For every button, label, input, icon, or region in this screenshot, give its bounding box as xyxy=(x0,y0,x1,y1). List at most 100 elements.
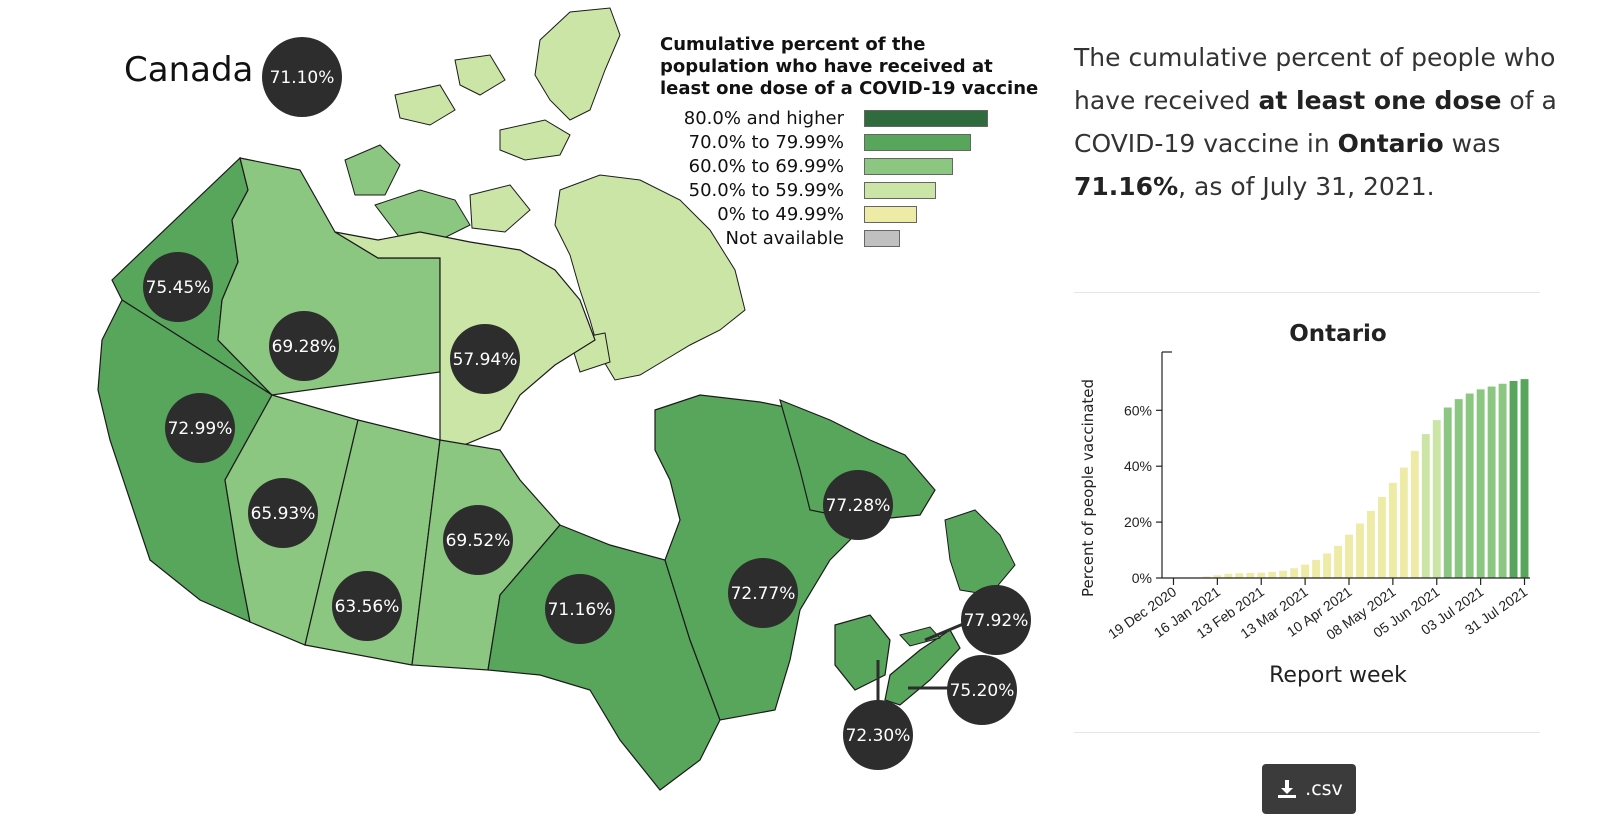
legend-item: 50.0% to 59.99% xyxy=(660,178,1040,202)
on-value-bubble[interactable]: 71.16% xyxy=(545,574,615,644)
nu-value-bubble-label: 57.94% xyxy=(453,350,518,370)
chart-bar[interactable] xyxy=(1388,482,1397,578)
chart-bar[interactable] xyxy=(1421,434,1430,578)
canada-value-bubble-circle xyxy=(262,37,342,117)
canada-value-bubble[interactable]: 71.10% xyxy=(262,37,342,117)
download-csv-label: .csv xyxy=(1305,778,1343,800)
qc-value-bubble[interactable]: 72.77% xyxy=(728,558,798,628)
chart-bar[interactable] xyxy=(1476,389,1485,578)
chart-bar[interactable] xyxy=(1410,450,1419,578)
qc-value-bubble-label: 72.77% xyxy=(731,584,796,604)
chart-y-tick-label: 40% xyxy=(1124,458,1152,474)
nl-value-bubble-label: 77.28% xyxy=(826,496,891,516)
nu-island-north[interactable] xyxy=(454,54,506,96)
legend-item: 70.0% to 79.99% xyxy=(660,130,1040,154)
legend-swatch xyxy=(864,134,971,151)
chart-bar[interactable] xyxy=(1312,559,1321,578)
nt-value-bubble-label: 69.28% xyxy=(272,337,337,357)
nl-value-bubble[interactable]: 77.28% xyxy=(823,470,893,540)
chart-bar[interactable] xyxy=(1224,573,1233,578)
nl-value-bubble-circle xyxy=(823,470,893,540)
legend-item-label: 0% to 49.99% xyxy=(717,204,844,225)
nl-newfoundland[interactable] xyxy=(944,509,1016,596)
nu-island-victoria[interactable] xyxy=(469,184,531,233)
ns-value-bubble-circle xyxy=(947,655,1017,725)
chart-bar[interactable] xyxy=(1366,510,1375,578)
chart-bar[interactable] xyxy=(1465,393,1474,578)
nl-region[interactable] xyxy=(779,398,936,521)
legend-swatch xyxy=(864,158,953,175)
legend-item-label: Not available xyxy=(725,228,844,249)
legend-item: Not available xyxy=(660,226,1040,250)
sk-value-bubble[interactable]: 63.56% xyxy=(332,571,402,641)
mb-value-bubble[interactable]: 69.52% xyxy=(443,505,513,575)
pe-leader-line xyxy=(924,620,969,642)
chart-bar[interactable] xyxy=(1454,399,1463,578)
legend-title: Cumulative percent of the population who… xyxy=(660,34,1039,99)
pe-value-bubble[interactable]: 77.92% xyxy=(961,585,1031,655)
chart-bar[interactable] xyxy=(1279,570,1288,578)
chart-x-axis-label: Report week xyxy=(1269,663,1407,688)
ontario-bar-chart: Ontario Percent of people vaccinated Rep… xyxy=(1079,321,1530,688)
legend-item: 60.0% to 69.99% xyxy=(660,154,1040,178)
download-icon xyxy=(1278,780,1297,798)
map-legend: Cumulative percent of the population who… xyxy=(660,34,1040,250)
nb-value-bubble[interactable]: 72.30% xyxy=(843,700,913,770)
chart-bar[interactable] xyxy=(1377,496,1386,578)
qc-value-bubble-circle xyxy=(728,558,798,628)
summary-part-2: of a COVID-19 vaccine in xyxy=(1074,86,1557,158)
legend-swatch xyxy=(864,182,936,199)
chart-bar[interactable] xyxy=(1520,379,1529,578)
legend-swatch xyxy=(864,110,988,127)
chart-bar[interactable] xyxy=(1509,380,1518,578)
chart-bar[interactable] xyxy=(1290,568,1299,578)
pe-region[interactable] xyxy=(899,626,941,647)
summary-bold-province: Ontario xyxy=(1337,129,1444,158)
nu-island-baffin[interactable] xyxy=(554,174,746,381)
yt-value-bubble[interactable]: 75.45% xyxy=(143,252,213,322)
chart-bar[interactable] xyxy=(1345,534,1353,578)
pe-value-bubble-circle xyxy=(961,585,1031,655)
chart-bar[interactable] xyxy=(1399,467,1408,578)
ns-value-bubble[interactable]: 75.20% xyxy=(947,655,1017,725)
pe-value-bubble-label: 77.92% xyxy=(964,611,1029,631)
chart-bar[interactable] xyxy=(1443,407,1452,578)
chart-y-tick-label: 0% xyxy=(1132,570,1152,586)
nt-island-banks[interactable] xyxy=(344,144,401,196)
chart-bar[interactable] xyxy=(1246,572,1255,578)
legend-rows: 80.0% and higher 70.0% to 79.99% 60.0% to … xyxy=(660,106,1040,250)
chart-bar[interactable] xyxy=(1432,420,1441,578)
summary-bold-dose: at least one dose xyxy=(1258,86,1502,115)
nt-value-bubble[interactable]: 69.28% xyxy=(269,311,339,381)
chart-bar[interactable] xyxy=(1235,573,1244,578)
nb-region[interactable] xyxy=(834,614,891,691)
nu-value-bubble-circle xyxy=(450,324,520,394)
legend-swatch xyxy=(864,206,917,223)
chart-bar[interactable] xyxy=(1498,383,1507,578)
legend-swatch xyxy=(864,230,900,247)
download-csv-button[interactable]: .csv xyxy=(1262,764,1356,814)
chart-bar[interactable] xyxy=(1268,571,1277,578)
chart-bar[interactable] xyxy=(1356,523,1364,579)
chart-bar[interactable] xyxy=(1334,545,1342,578)
yt-value-bubble-label: 75.45% xyxy=(146,278,211,298)
legend-item-label: 80.0% and higher xyxy=(683,108,844,129)
legend-item-label: 70.0% to 79.99% xyxy=(688,132,844,153)
nu-island-west[interactable] xyxy=(394,84,456,126)
chart-bar[interactable] xyxy=(1202,576,1211,578)
chart-bar[interactable] xyxy=(1213,575,1222,578)
chart-bar[interactable] xyxy=(1257,572,1266,578)
bc-value-bubble[interactable]: 72.99% xyxy=(165,393,235,463)
chart-bar[interactable] xyxy=(1487,386,1496,578)
chart-bar[interactable] xyxy=(1323,553,1332,578)
nu-island-devon[interactable] xyxy=(499,119,571,161)
legend-item-label: 50.0% to 59.99% xyxy=(688,180,844,201)
chart-bar[interactable] xyxy=(1301,564,1310,578)
ab-value-bubble[interactable]: 65.93% xyxy=(248,478,318,548)
ab-value-bubble-circle xyxy=(248,478,318,548)
nu-island-ellesmere[interactable] xyxy=(534,7,621,121)
summary-part-1: The cumulative percent of people who hav… xyxy=(1074,43,1556,115)
legend-item-label: 60.0% to 69.99% xyxy=(688,156,844,177)
ns-region[interactable] xyxy=(884,629,961,706)
nu-value-bubble[interactable]: 57.94% xyxy=(450,324,520,394)
